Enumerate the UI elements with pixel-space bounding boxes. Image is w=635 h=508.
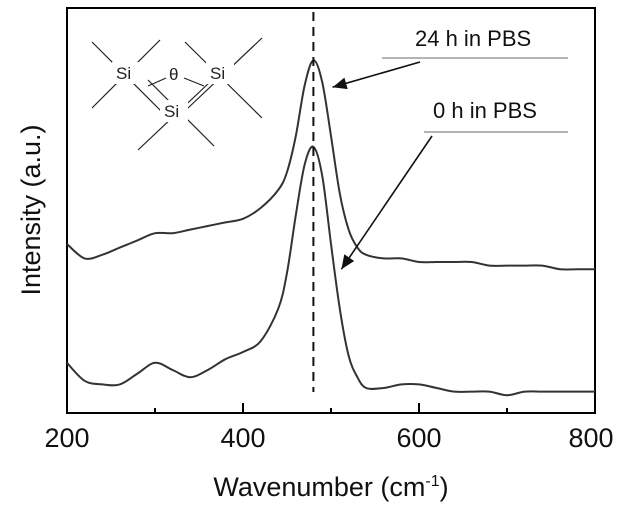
inset-angle-arrow	[147, 77, 167, 87]
inset-angle-symbol: θ	[169, 65, 178, 84]
series-group	[66, 59, 595, 397]
x-tick-label-400: 400	[220, 423, 265, 453]
annotation-arrow-0h	[340, 135, 433, 270]
inset-atom-bg	[160, 100, 188, 122]
annotation-arrowhead-24h	[332, 77, 348, 90]
inset-atom-label: Si	[210, 64, 225, 83]
series-line-0h	[66, 145, 595, 397]
inset-atom-label: Si	[116, 64, 131, 83]
series-annotations: 24 h in PBS 0 h in PBS	[332, 26, 568, 270]
x-axis-ticks: 200 400 600 800	[44, 403, 614, 453]
x-axis-title: Wavenumber (cm-1)	[213, 472, 448, 502]
annotation-label-0h: 0 h in PBS	[433, 98, 537, 123]
plot-area-frame	[66, 7, 596, 414]
annotation-label-24h: 24 h in PBS	[415, 26, 531, 51]
inset-atom-label: Si	[164, 102, 179, 121]
annotation-arrowhead-0h	[341, 254, 355, 270]
inset-atom-bg	[112, 62, 140, 84]
inset-atom-bg	[206, 62, 234, 84]
series-line-24h	[66, 59, 595, 271]
annotation-arrow-24h	[332, 61, 421, 88]
inset-angle-arrow	[183, 77, 205, 87]
x-tick-label-600: 600	[396, 423, 441, 453]
x-tick-label-200: 200	[44, 423, 89, 453]
si-bond-angle-inset: Si Si Si θ	[91, 37, 263, 151]
y-axis-title: Intensity (a.u.)	[16, 124, 46, 295]
x-tick-label-800: 800	[568, 423, 613, 453]
